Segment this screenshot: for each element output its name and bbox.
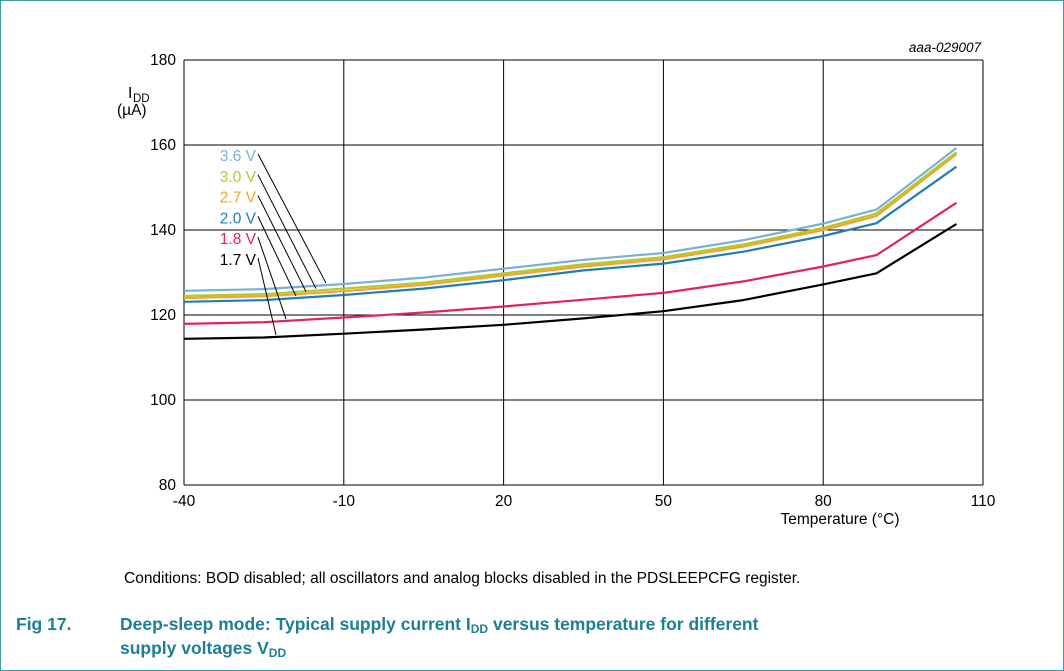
- series-label: 1.7 V: [220, 252, 257, 269]
- line-chart: 3.6 V 3.0 V 2.7 V 2.0 V 1.8 V 1.7 V -40 -10 20 5…: [117, 40, 996, 528]
- series-label: 3.6 V: [220, 148, 257, 165]
- y-tick-label: 120: [150, 307, 176, 324]
- chart-conditions-note: Conditions: BOD disabled; all oscillator…: [124, 570, 801, 587]
- series-label: 2.0 V: [220, 210, 257, 227]
- chart-series: [183, 147, 958, 340]
- figure-number: Fig 17.: [16, 614, 72, 634]
- series-line: [183, 151, 958, 297]
- series-label: 1.8 V: [220, 231, 257, 248]
- chart-labels: 3.6 V 3.0 V 2.7 V 2.0 V 1.8 V 1.7 V: [220, 148, 327, 336]
- caption-text-2: versus temperature for different: [488, 614, 759, 634]
- y-tick-label: 80: [159, 477, 177, 494]
- chart-axis-text: -40 -10 20 50 80 110 80 100 120 140 160 180 Temperat…: [117, 40, 996, 528]
- x-tick-label: -40: [173, 493, 196, 510]
- series-label-leader: [257, 216, 297, 297]
- chart-grid: [183, 59, 984, 486]
- y-tick-label: 160: [150, 137, 176, 154]
- series-line: [183, 147, 958, 292]
- y-tick-label: 180: [150, 52, 176, 69]
- x-tick-label: 50: [655, 493, 673, 510]
- series-line: [183, 165, 958, 303]
- series-line: [183, 201, 958, 325]
- series-line: [183, 153, 958, 300]
- x-axis-label: Temperature (°C): [780, 511, 899, 528]
- y-axis-unit: (µA): [117, 102, 147, 119]
- y-tick-label: 100: [150, 392, 176, 409]
- caption-subscript-1: DD: [470, 622, 489, 636]
- x-tick-label: 110: [971, 493, 996, 510]
- series-label: 2.7 V: [220, 190, 257, 207]
- y-tick-label: 140: [150, 222, 176, 239]
- figure-ref-code: aaa-029007: [909, 40, 982, 55]
- figure-caption: Fig 17. Deep-sleep mode: Typical supply c…: [16, 612, 1046, 660]
- series-label-leader: [257, 153, 327, 284]
- caption-subscript-2: DD: [268, 646, 287, 660]
- y-axis-label-subscript: DD: [133, 93, 150, 105]
- x-tick-label: 20: [495, 493, 513, 510]
- x-tick-label: 80: [815, 493, 833, 510]
- caption-text-1: Deep-sleep mode: Typical supply current …: [120, 614, 471, 634]
- series-line: [183, 223, 957, 340]
- series-label: 3.0 V: [220, 169, 257, 186]
- series-label-leader: [257, 237, 287, 320]
- series-label-leader: [257, 195, 307, 292]
- series-label-leader: [257, 257, 277, 336]
- series-label-leader: [257, 174, 317, 289]
- caption-text-3: supply voltages V: [120, 638, 269, 658]
- y-axis-label: I: [128, 85, 132, 102]
- x-tick-label: -10: [333, 493, 356, 510]
